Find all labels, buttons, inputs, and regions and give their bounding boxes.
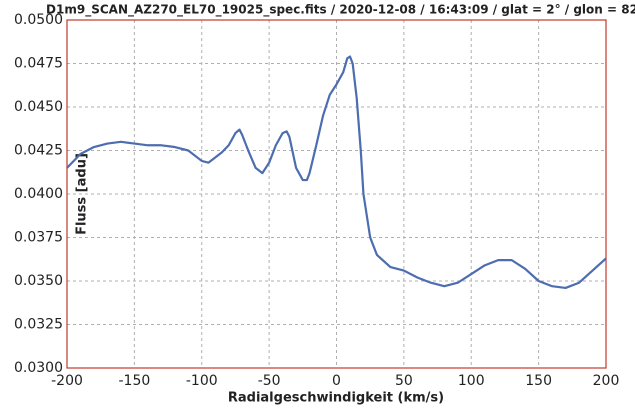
x-tick-label: -150 [118,373,150,389]
x-tick-label: -50 [258,373,281,389]
y-tick-label: 0.0300 [14,360,63,376]
y-tick-label: 0.0350 [14,273,63,289]
y-tick-label: 0.0325 [14,317,63,333]
x-tick-label: 100 [458,373,485,389]
y-tick-label: 0.0450 [14,99,63,115]
plot-frame [66,19,607,369]
y-tick-label: 0.0475 [14,56,63,72]
x-tick-label: -100 [186,373,218,389]
x-tick-label: 200 [593,373,620,389]
x-tick-label: 150 [525,373,552,389]
y-tick-label: 0.0425 [14,143,63,159]
y-tick-label: 0.0375 [14,230,63,246]
y-tick-label: 0.0400 [14,186,63,202]
y-tick-label: 0.0500 [14,12,63,28]
data-line [66,55,607,290]
x-tick-label: -200 [51,373,83,389]
chart-title: D1m9_SCAN_AZ270_EL70_19025_spec.fits / 2… [46,3,635,18]
x-tick-label: 50 [395,373,413,389]
x-axis-label: Radialgeschwindigkeit (km/s) [228,391,444,406]
x-tick-label: 0 [332,373,341,389]
